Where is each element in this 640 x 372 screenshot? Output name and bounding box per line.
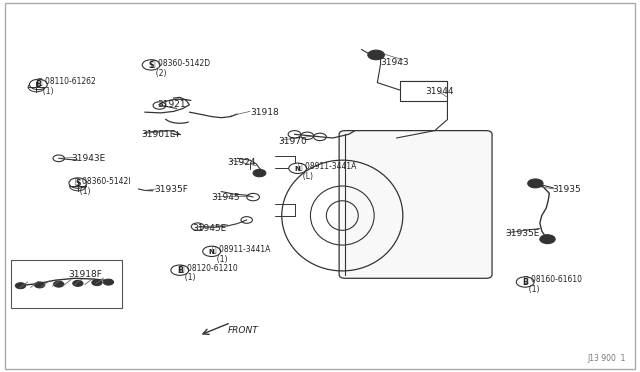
Text: 31918F: 31918F: [68, 270, 102, 279]
Text: Ⓢ 08360-5142I
  (1): Ⓢ 08360-5142I (1): [75, 176, 130, 196]
Circle shape: [29, 79, 47, 90]
Circle shape: [289, 163, 307, 173]
Text: 31935F: 31935F: [154, 185, 188, 194]
Text: 31921: 31921: [157, 100, 186, 109]
Circle shape: [103, 279, 113, 285]
Text: Ⓝ 08911-3441A
  (1): Ⓝ 08911-3441A (1): [212, 245, 270, 264]
Text: 31924: 31924: [228, 157, 256, 167]
Text: Ⓒ 08160-61610
  (1): Ⓒ 08160-61610 (1): [524, 274, 582, 294]
Text: 31945: 31945: [212, 193, 240, 202]
Text: 31945E: 31945E: [193, 224, 227, 233]
Text: Ⓝ 08911-3441A
  (L): Ⓝ 08911-3441A (L): [298, 161, 356, 181]
Circle shape: [203, 246, 221, 257]
Circle shape: [73, 280, 83, 286]
Text: N: N: [295, 166, 301, 171]
FancyBboxPatch shape: [339, 131, 492, 278]
Text: Ⓒ 08110-61262
  (1): Ⓒ 08110-61262 (1): [38, 77, 96, 96]
Circle shape: [171, 265, 189, 275]
Text: 31970: 31970: [278, 137, 307, 146]
Text: B: B: [35, 80, 41, 89]
Text: S: S: [148, 61, 154, 70]
Text: Ⓒ 08120-61210
  (1): Ⓒ 08120-61210 (1): [180, 263, 237, 282]
Circle shape: [69, 178, 87, 188]
Text: J13 900  1: J13 900 1: [588, 354, 626, 363]
Text: 31943: 31943: [381, 58, 409, 67]
Bar: [11, 260, 122, 308]
Text: N: N: [209, 249, 214, 255]
Circle shape: [92, 280, 102, 286]
Circle shape: [516, 277, 534, 287]
Circle shape: [528, 179, 543, 188]
Text: 31901E: 31901E: [141, 130, 176, 139]
Circle shape: [142, 60, 160, 70]
Circle shape: [35, 282, 45, 288]
Text: B: B: [522, 278, 528, 287]
Text: Ⓢ 08360-5142D
  (2): Ⓢ 08360-5142D (2): [151, 58, 211, 77]
Bar: [399, 81, 447, 101]
Text: 31943E: 31943E: [72, 154, 106, 163]
Text: 31935E: 31935E: [505, 230, 539, 238]
Circle shape: [540, 235, 555, 244]
Text: S: S: [75, 179, 81, 188]
Text: 31918: 31918: [250, 108, 278, 117]
Text: 31944: 31944: [425, 87, 454, 96]
Circle shape: [368, 50, 385, 60]
Circle shape: [54, 281, 64, 287]
Text: B: B: [177, 266, 182, 275]
Text: 31935: 31935: [552, 185, 581, 194]
Circle shape: [253, 169, 266, 177]
Circle shape: [15, 283, 26, 289]
Text: FRONT: FRONT: [228, 326, 259, 335]
